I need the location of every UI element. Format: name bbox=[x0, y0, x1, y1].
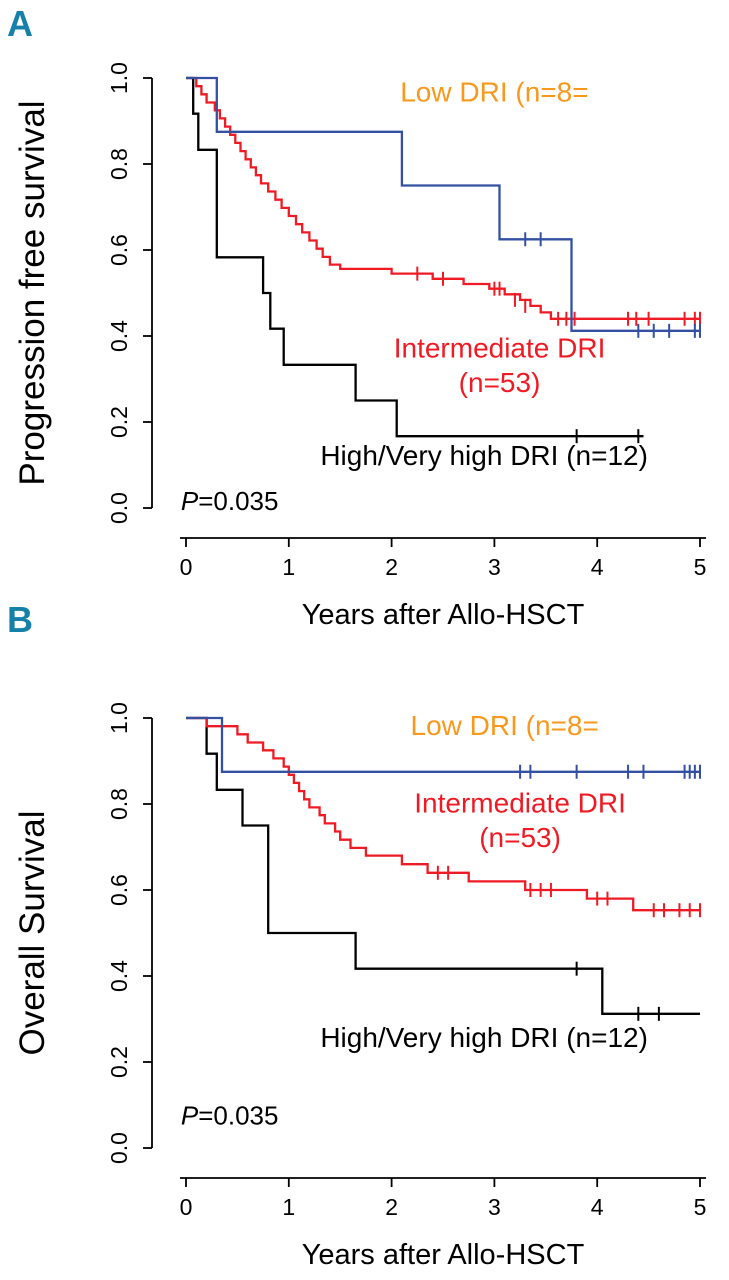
p-value-number: =0.035 bbox=[198, 1100, 278, 1130]
y-tick-label: 0.4 bbox=[106, 320, 132, 352]
annotation-label: (n=53) bbox=[459, 367, 541, 398]
y-tick-label: 1.0 bbox=[106, 62, 132, 94]
annotation-label: (n=53) bbox=[479, 822, 561, 853]
annotation-label: Low DRI (n=8= bbox=[400, 77, 588, 108]
x-tick-label: 3 bbox=[488, 554, 501, 580]
y-tick-label: 0.6 bbox=[106, 874, 132, 906]
x-tick-label: 0 bbox=[180, 1194, 193, 1220]
y-tick-label: 0.6 bbox=[106, 234, 132, 266]
p-value: P=0.035 bbox=[181, 1100, 279, 1130]
y-tick-label: 0.4 bbox=[106, 960, 132, 992]
annotation-label: High/Very high DRI (n=12) bbox=[320, 440, 648, 471]
y-tick-label: 0.0 bbox=[106, 492, 132, 524]
p-value-symbol: P bbox=[181, 486, 199, 516]
annotation-label: Intermediate DRI bbox=[414, 788, 626, 819]
x-tick-label: 1 bbox=[282, 1194, 295, 1220]
panel-b-letter: B bbox=[7, 599, 33, 640]
x-axis-title: Years after Allo-HSCT bbox=[302, 1239, 585, 1271]
annotation-label: Low DRI (n=8= bbox=[411, 710, 599, 741]
x-tick-label: 5 bbox=[694, 554, 707, 580]
panel-a-km-plot: 0 1 2 3 4 5 0.0 0.2 0.4 0.6 0.8 1.0 Low DRI (n=8= Int… bbox=[13, 62, 707, 631]
km-curve-high bbox=[186, 716, 700, 1015]
p-value-symbol: P bbox=[181, 1100, 199, 1130]
x-tick-label: 1 bbox=[282, 554, 295, 580]
p-value-number: =0.035 bbox=[198, 486, 278, 516]
y-tick-label: 0.8 bbox=[106, 148, 132, 180]
x-tick-label: 4 bbox=[591, 1194, 604, 1220]
annotation-label: Intermediate DRI bbox=[394, 333, 606, 364]
km-curve-high bbox=[186, 76, 644, 438]
y-tick-label: 0.2 bbox=[106, 406, 132, 438]
km-curve-intermediate bbox=[186, 76, 700, 320]
annotation-label: High/Very high DRI (n=12) bbox=[320, 1022, 648, 1053]
y-tick-label: 0.8 bbox=[106, 788, 132, 820]
x-tick-label: 0 bbox=[180, 554, 193, 580]
y-tick-label: 1.0 bbox=[106, 702, 132, 734]
y-tick-label: 0.0 bbox=[106, 1132, 132, 1164]
x-tick-label: 3 bbox=[488, 1194, 501, 1220]
km-curve-low bbox=[186, 716, 700, 773]
p-value: P=0.035 bbox=[181, 486, 279, 516]
x-tick-label: 4 bbox=[591, 554, 604, 580]
y-axis-title: Progression free survival bbox=[13, 100, 52, 485]
km-curve-low bbox=[186, 76, 700, 332]
km-curve-intermediate bbox=[186, 716, 700, 912]
y-axis-title: Overall Survival bbox=[13, 810, 52, 1055]
x-tick-label: 2 bbox=[385, 1194, 398, 1220]
x-axis-title: Years after Allo-HSCT bbox=[302, 599, 585, 631]
panel-a-letter: A bbox=[7, 3, 33, 44]
x-tick-label: 2 bbox=[385, 554, 398, 580]
panel-b-km-plot: 0 1 2 3 4 5 0.0 0.2 0.4 0.6 0.8 1.0 Low DRI (n=8= Int… bbox=[13, 702, 707, 1271]
x-tick-label: 5 bbox=[694, 1194, 707, 1220]
y-tick-label: 0.2 bbox=[106, 1046, 132, 1078]
